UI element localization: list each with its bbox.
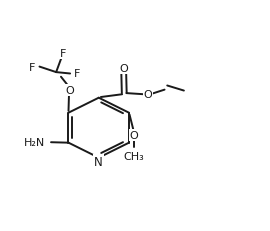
Text: O: O xyxy=(65,85,74,95)
Text: H₂N: H₂N xyxy=(24,137,45,147)
Text: CH₃: CH₃ xyxy=(123,152,144,162)
Text: F: F xyxy=(60,49,66,59)
Text: O: O xyxy=(144,90,153,100)
Text: O: O xyxy=(130,131,139,140)
Text: O: O xyxy=(120,64,128,74)
Text: F: F xyxy=(74,69,80,79)
Text: N: N xyxy=(94,156,103,169)
Text: F: F xyxy=(29,62,35,72)
